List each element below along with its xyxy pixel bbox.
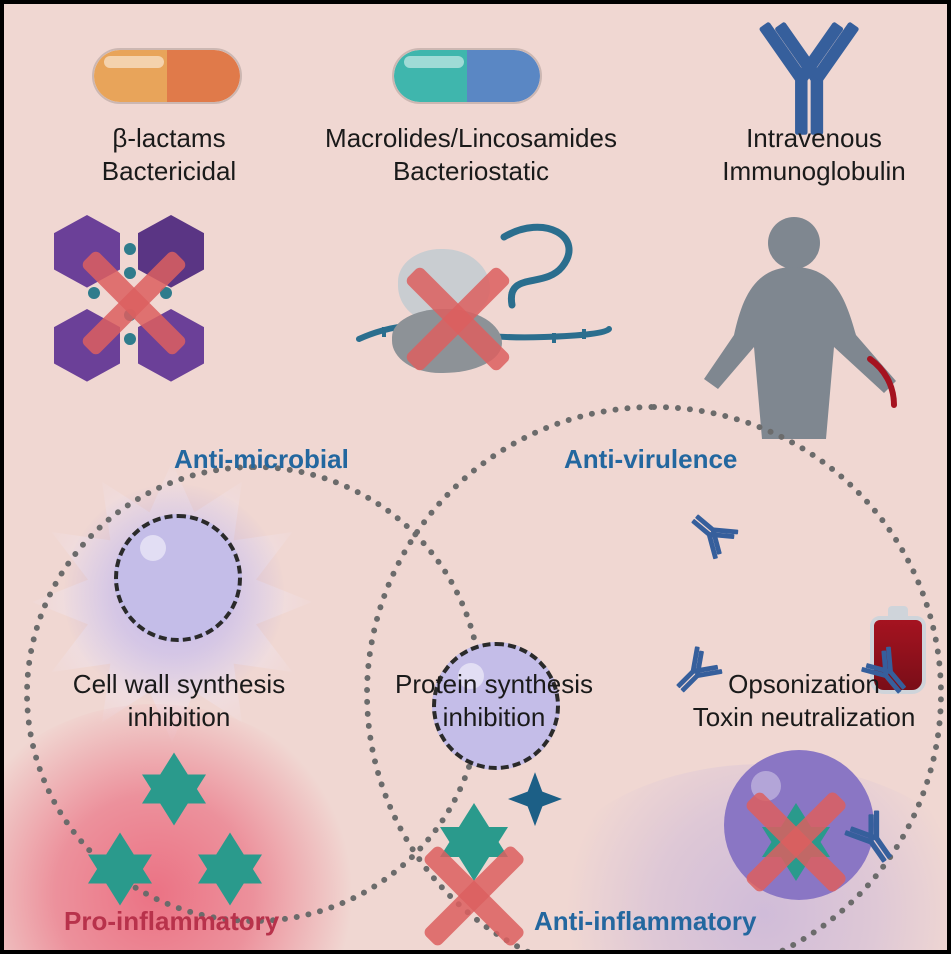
opsonization-label: Opsonization Toxin neutralization	[664, 668, 944, 733]
protein-synth-label: Protein synthesis inhibition	[364, 668, 624, 733]
beta-lactam-label: β-lactams Bactericidal	[49, 122, 289, 187]
diagram-frame: β-lactams Bactericidal Macrolides/Lincos…	[0, 0, 951, 954]
stars-left-icon	[64, 749, 294, 919]
antibody-small-icon	[656, 456, 766, 616]
cell-dashed-left-icon	[114, 514, 242, 642]
stars-right-icon	[724, 764, 924, 914]
anti-microbial-label: Anti-microbial	[174, 444, 349, 475]
beta-lactam-capsule-icon	[92, 48, 242, 104]
pro-inflammatory-label: Pro-inflammatory	[64, 906, 279, 937]
macrolide-capsule-icon	[392, 48, 542, 104]
human-ivig-icon	[684, 209, 951, 439]
ribosome-icon	[344, 219, 614, 389]
anti-inflammatory-label: Anti-inflammatory	[534, 906, 756, 937]
cell-wall-label: Cell wall synthesis inhibition	[39, 668, 319, 733]
peptidoglycan-icon	[44, 209, 274, 394]
ivig-label: Intravenous Immunoglobulin	[684, 122, 944, 187]
stars-center-icon	[404, 764, 594, 914]
macrolide-label: Macrolides/Lincosamides Bacteriostatic	[296, 122, 646, 187]
